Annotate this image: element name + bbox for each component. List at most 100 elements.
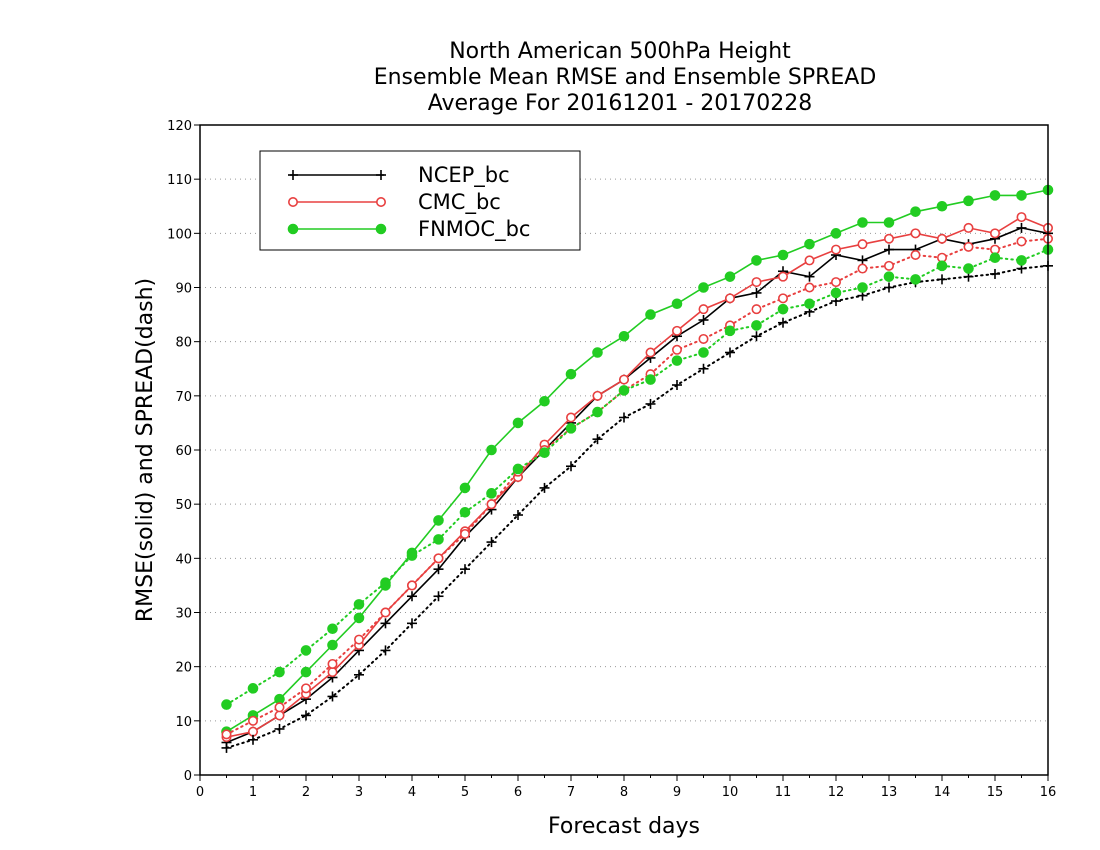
filled-circle-marker xyxy=(592,347,603,358)
open-circle-marker xyxy=(1016,212,1027,223)
plus-marker xyxy=(990,268,1000,279)
filled-circle-marker xyxy=(512,417,524,429)
open-circle-marker xyxy=(459,528,470,539)
plus-marker xyxy=(407,618,417,629)
open-circle-marker xyxy=(406,580,417,591)
filled-circle-marker xyxy=(433,534,444,545)
filled-circle-marker xyxy=(406,550,418,561)
filled-circle-marker xyxy=(883,217,895,228)
filled-circle-marker xyxy=(645,374,656,385)
filled-circle-marker xyxy=(910,206,921,217)
open-circle-marker xyxy=(751,304,762,315)
legend-box xyxy=(259,150,581,251)
x-tick-label: 5 xyxy=(461,785,469,800)
plus-marker xyxy=(376,170,386,180)
filled-circle-marker xyxy=(751,320,762,331)
open-circle-marker xyxy=(883,260,894,271)
open-circle-marker xyxy=(724,293,735,304)
plus-marker xyxy=(645,398,656,409)
filled-circle-marker xyxy=(300,666,312,678)
open-circle-marker xyxy=(645,347,656,358)
open-circle-marker xyxy=(248,715,259,726)
filled-circle-marker xyxy=(830,287,842,299)
filled-circle-marker xyxy=(274,666,285,678)
filled-circle-marker xyxy=(459,482,471,494)
filled-circle-marker xyxy=(327,639,338,651)
filled-circle-marker xyxy=(618,330,630,342)
filled-circle-marker xyxy=(724,325,736,337)
filled-circle-marker xyxy=(671,355,683,366)
open-circle-marker xyxy=(375,197,386,208)
filled-circle-marker xyxy=(857,217,868,228)
open-circle-marker xyxy=(751,277,762,288)
chart-title-line-1: North American 500hPa Height xyxy=(449,39,791,64)
filled-circle-marker xyxy=(936,200,948,212)
plus-marker xyxy=(725,347,735,358)
x-tick-label: 15 xyxy=(987,785,1004,800)
x-tick-label: 16 xyxy=(1040,785,1057,800)
filled-circle-marker xyxy=(645,309,656,320)
plus-marker xyxy=(778,317,788,328)
filled-circle-marker xyxy=(830,228,842,239)
open-circle-marker xyxy=(698,304,709,315)
y-axis-label: RMSE(solid) and SPREAD(dash) xyxy=(133,278,158,622)
plus-marker xyxy=(486,537,497,548)
filled-circle-marker xyxy=(857,282,868,293)
open-circle-marker xyxy=(777,293,788,304)
open-circle-marker xyxy=(274,710,285,721)
open-circle-marker xyxy=(1016,236,1027,247)
legend-item-NCEP_bc: NCEP_bc xyxy=(288,163,510,188)
open-circle-marker xyxy=(671,344,682,355)
filled-circle-marker xyxy=(486,488,497,499)
filled-circle-marker xyxy=(698,282,709,293)
filled-circle-marker xyxy=(989,252,1001,264)
x-tick-label: 10 xyxy=(722,785,739,800)
legend-label: FNMOC_bc xyxy=(418,217,530,242)
open-circle-marker xyxy=(910,228,921,239)
y-tick-label: 20 xyxy=(175,661,192,676)
x-tick-label: 14 xyxy=(934,785,951,800)
open-circle-marker xyxy=(486,499,497,510)
x-tick-label: 2 xyxy=(302,785,310,800)
filled-circle-marker xyxy=(963,263,974,274)
x-tick-label: 6 xyxy=(514,785,522,800)
open-circle-marker xyxy=(327,667,338,678)
plus-marker xyxy=(433,564,444,575)
plus-marker xyxy=(592,434,603,445)
filled-circle-marker xyxy=(221,699,232,710)
open-circle-marker xyxy=(910,250,921,261)
filled-circle-marker xyxy=(804,298,815,310)
filled-circle-marker xyxy=(353,612,365,624)
open-circle-marker xyxy=(989,228,1000,239)
series-layer xyxy=(221,184,1054,753)
x-tick-label: 0 xyxy=(196,785,204,800)
y-tick-label: 120 xyxy=(167,119,192,134)
open-circle-marker xyxy=(830,277,841,288)
open-circle-marker xyxy=(804,282,815,293)
x-tick-label: 11 xyxy=(775,785,792,800)
legend-label: CMC_bc xyxy=(418,190,501,215)
filled-circle-marker xyxy=(618,385,630,396)
filled-circle-marker xyxy=(459,506,471,518)
plus-marker xyxy=(248,734,258,745)
x-tick-label: 12 xyxy=(828,785,845,800)
legend-item-FNMOC_bc: FNMOC_bc xyxy=(287,217,530,242)
filled-circle-marker xyxy=(724,271,736,282)
plus-marker xyxy=(407,591,417,602)
series-NCEP_bc-rmse xyxy=(221,222,1053,748)
filled-circle-marker xyxy=(989,190,1001,201)
y-tick-label: 60 xyxy=(175,444,192,459)
series-NCEP_bc-spread xyxy=(221,260,1053,753)
open-circle-marker xyxy=(300,683,311,694)
open-circle-marker xyxy=(353,634,364,645)
filled-circle-marker xyxy=(751,255,762,266)
x-tick-label: 7 xyxy=(567,785,575,800)
open-circle-marker xyxy=(883,233,894,244)
filled-circle-marker xyxy=(300,645,312,656)
plus-marker xyxy=(698,363,709,374)
filled-circle-marker xyxy=(698,347,709,358)
y-tick-label: 100 xyxy=(167,227,192,242)
y-tick-label: 90 xyxy=(175,282,192,297)
y-tick-label: 0 xyxy=(184,769,192,784)
y-tick-label: 110 xyxy=(167,173,192,188)
